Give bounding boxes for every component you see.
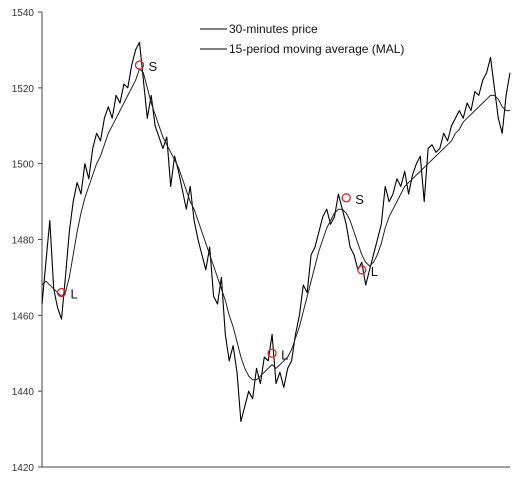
sell-signal-label: S xyxy=(149,59,158,74)
series-lines xyxy=(41,41,511,423)
legend-label-price: 30-minutes price xyxy=(229,22,318,36)
series-line-moving-average xyxy=(41,68,510,381)
long-signal-label: L xyxy=(371,264,378,279)
signal-marker xyxy=(134,60,145,70)
signal-marker xyxy=(56,287,67,298)
y-tick-label: 1480 xyxy=(12,236,35,247)
signal-marker xyxy=(267,348,277,358)
sell-signal-label: S xyxy=(355,192,364,207)
y-tick-label: 1540 xyxy=(12,8,35,19)
y-axis-ticks: 1420 1440 1460 1480 1500 1520 1540 xyxy=(12,8,42,474)
y-tick-label: 1500 xyxy=(12,160,35,171)
long-signal-label: L xyxy=(71,287,78,302)
y-tick-label: 1440 xyxy=(12,387,35,398)
legend: 30-minutes price 15-period moving averag… xyxy=(200,22,404,56)
signal-marker xyxy=(357,265,367,275)
y-tick-label: 1520 xyxy=(12,84,35,95)
annotation-markers: L S L S L xyxy=(56,59,378,362)
y-tick-label: 1460 xyxy=(12,311,35,322)
signal-marker xyxy=(341,193,351,203)
series-line-price xyxy=(41,41,511,423)
axes xyxy=(41,12,510,468)
long-signal-label: L xyxy=(281,347,288,362)
legend-label-ma: 15-period moving average (MAL) xyxy=(229,42,404,56)
y-tick-label: 1420 xyxy=(12,463,35,474)
